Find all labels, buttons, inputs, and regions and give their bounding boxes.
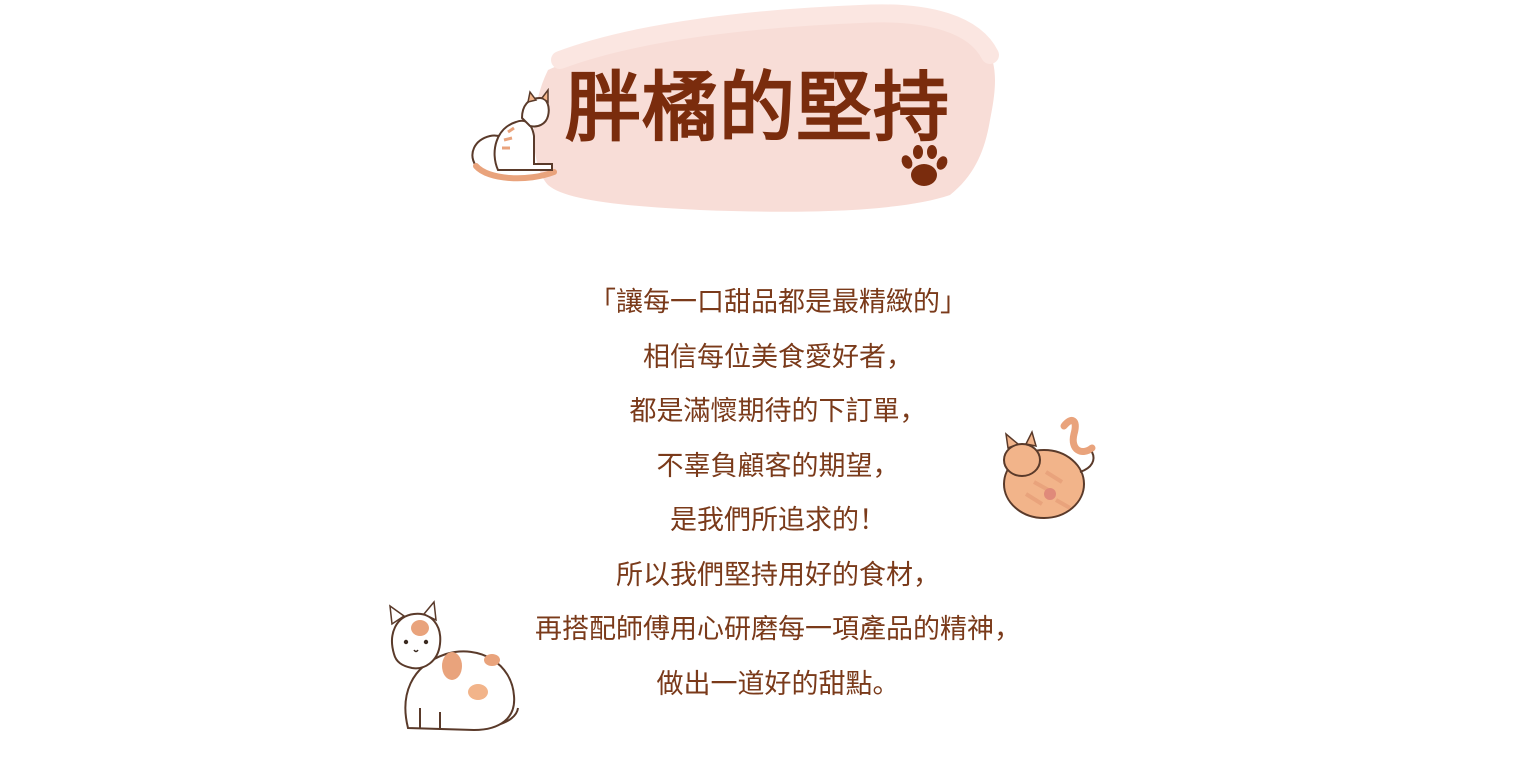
statement-line: 再搭配師傅用心研磨每一項產品的精神， (535, 614, 1021, 645)
statement-line: 做出一道好的甜點。 (656, 668, 900, 700)
calico-cat-illustration (389, 600, 519, 732)
brand-statement: 「讓每一口甜品都是最精緻的」 相信每位美食愛好者， 都是滿懷期待的下訂單， 不辜… (418, 276, 1138, 712)
statement-line: 「讓每一口甜品都是最精緻的」 (589, 287, 967, 318)
statement-line: 是我們所追求的！ (670, 505, 886, 536)
statement-line: 不辜負顧客的期望， (656, 450, 900, 482)
page-title: 胖橘的堅持 (565, 63, 950, 152)
rolling-cat-illustration (1003, 417, 1096, 519)
statement-line: 相信每位美食愛好者， (643, 341, 913, 373)
title-section: 胖橘的堅持 (0, 0, 1536, 240)
statement-line: 都是滿懷期待的下訂單， (629, 396, 927, 427)
brush-stroke-background (533, 4, 999, 212)
sitting-cat-illustration (471, 88, 557, 182)
paw-print-icon (901, 145, 948, 186)
statement-line: 所以我們堅持用好的食材， (616, 559, 940, 591)
